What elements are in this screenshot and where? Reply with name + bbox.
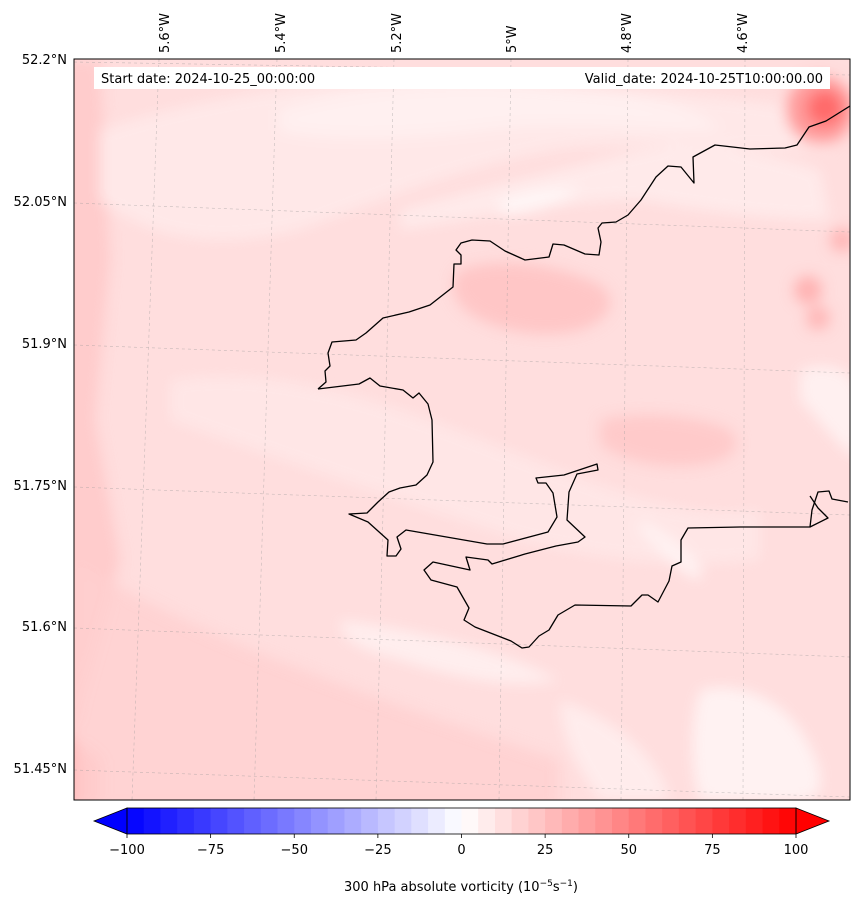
colorbar-cell [612,808,630,834]
colorbar-cell [411,808,429,834]
colorbar-cell [177,808,195,834]
lon-label-5w: 5°W [505,25,520,53]
colorbar-cell [662,808,680,834]
colorbar-cell [294,808,312,834]
colorbar-cell [210,808,228,834]
colorbar-cell [277,808,295,834]
start-date-text: Start date: 2024-10-25_00:00:00 [101,72,315,87]
colorbar-tick-label: 50 [620,843,637,858]
colorbar-cell [127,808,145,834]
colorbar-cell [645,808,663,834]
date-banner [94,67,830,89]
colorbar-cell [327,808,346,834]
colorbar-cell [444,808,463,834]
colorbar-cell [695,808,713,834]
colorbar-label: 300 hPa absolute vorticity (10−5s−1) [344,879,578,895]
colorbar-cell [494,808,513,834]
colorbar-cell [461,808,479,834]
colorbar-cell [561,808,580,834]
colorbar-cell [428,808,446,834]
lat-label-51-6n: 51.6°N [22,620,67,635]
lat-label-52-05n: 52.05°N [14,195,67,210]
colorbar-ticks: −100 −75 −50 −25 0 25 50 75 100 [109,834,808,858]
colorbar-cell [227,808,245,834]
colorbar-cell [260,808,279,834]
lon-label-5-6w: 5.6°W [158,13,173,53]
colorbar-cell [628,808,647,834]
lon-label-4-6w: 4.6°W [736,13,751,53]
lat-label-51-45n: 51.45°N [14,762,67,777]
colorbar-cell [244,808,262,834]
colorbar-tick-label: −100 [109,843,145,858]
colorbar-cell [729,808,747,834]
lon-label-5-4w: 5.4°W [274,13,289,53]
colorbar-tick-label: 25 [537,843,554,858]
colorbar-cell [143,808,162,834]
lat-label-52-2n: 52.2°N [22,53,67,68]
map-frame [73,58,851,801]
colorbar-cell [377,808,396,834]
colorbar-cell [310,808,329,834]
colorbar-tick-label: 75 [704,843,721,858]
colorbar-cell [745,808,764,834]
longitude-labels: 5.6°W 5.4°W 5.2°W 5°W 4.8°W 4.6°W [158,13,751,53]
colorbar-cell [160,808,178,834]
colorbar-cell [595,808,613,834]
colorbar-tick-label: −50 [281,843,308,858]
lat-label-51-75n: 51.75°N [14,479,67,494]
colorbar-cell [511,808,529,834]
colorbar-cell [779,808,797,834]
colorbar-tick-label: −75 [197,843,224,858]
colorbar-cell [545,808,563,834]
colorbar-cell [528,808,546,834]
colorbar-cell [762,808,780,834]
colorbar-cell [394,808,412,834]
colorbar-cell [361,808,379,834]
colorbar-tick-label: 100 [784,843,809,858]
colorbar: −100 −75 −50 −25 0 25 50 75 100 300 hPa absolute… [92,807,831,895]
lat-label-51-9n: 51.9°N [22,337,67,352]
map-panel: Start date: 2024-10-25_00:00:00 Valid_da… [14,13,851,801]
colorbar-extend-max [795,807,831,835]
latitude-labels: 52.2°N 52.05°N 51.9°N 51.75°N 51.6°N 51.… [14,53,67,777]
colorbar-cell [478,808,496,834]
colorbar-cell [712,808,730,834]
valid-date-text: Valid_date: 2024-10-25T10:00:00.00 [585,72,823,87]
lon-label-4-8w: 4.8°W [620,13,635,53]
colorbar-cell [344,808,362,834]
colorbar-tick-label: 0 [457,843,465,858]
colorbar-cell [193,808,212,834]
vorticity-field [74,59,850,800]
coastline [317,105,850,649]
colorbar-extend-min [92,807,128,835]
colorbar-cells [127,808,797,834]
colorbar-cell [678,808,697,834]
colorbar-cell [578,808,596,834]
lon-label-5-2w: 5.2°W [390,13,405,53]
colorbar-tick-label: −25 [364,843,391,858]
